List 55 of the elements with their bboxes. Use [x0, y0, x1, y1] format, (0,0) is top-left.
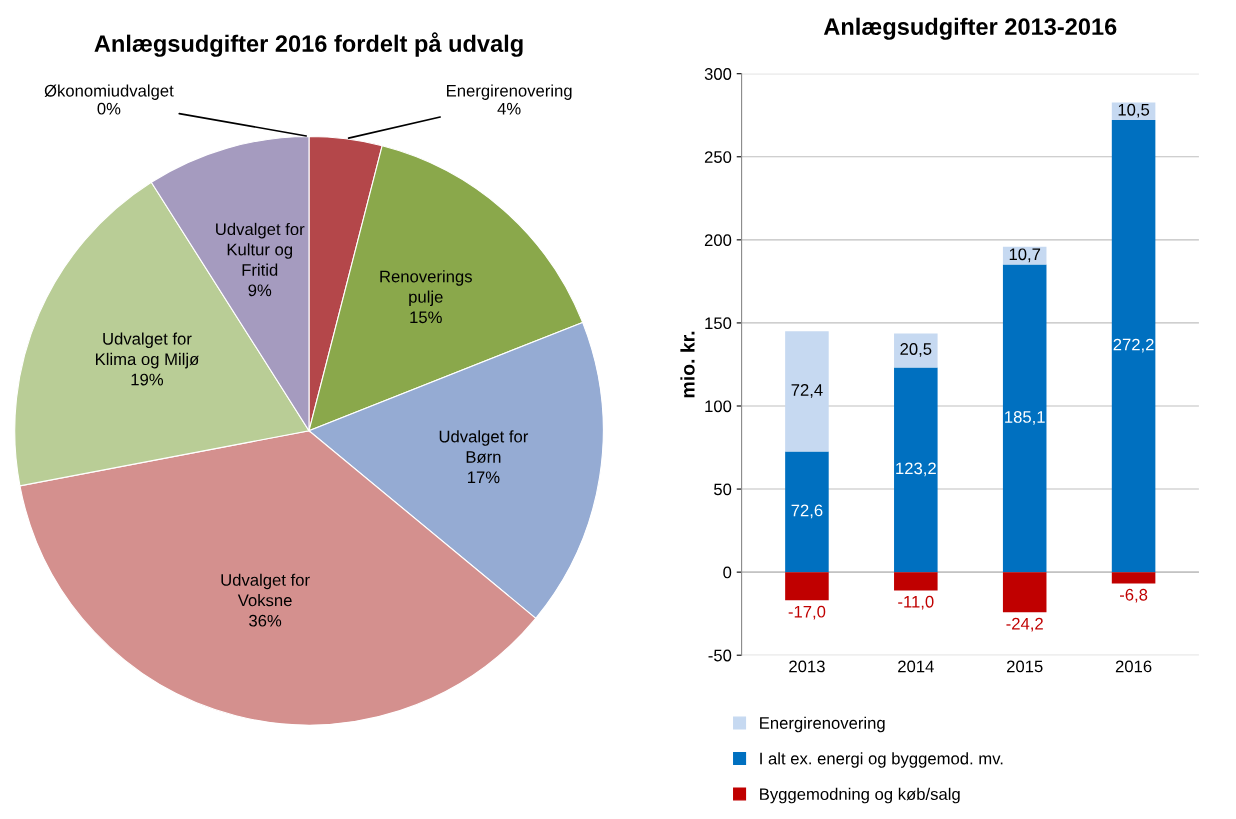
slice-label: Renoverings pulje: [380, 270, 472, 307]
bar: [1002, 572, 1047, 613]
chart-title: Anlægsudgifter 2013-2016: [823, 17, 1117, 40]
bar: [1002, 264, 1047, 573]
data-label: 272,2: [1113, 338, 1154, 353]
slice-label: Energirenovering: [447, 84, 572, 100]
data-label: -24,2: [1006, 617, 1043, 632]
data-label: 15%: [410, 311, 442, 324]
data-label: 4%: [497, 102, 521, 115]
data-label: 20,5: [900, 343, 932, 357]
x-tick-label: 2014: [898, 660, 934, 673]
y-tick-label: 250: [704, 151, 732, 163]
data-label: -6,8: [1119, 588, 1148, 603]
data-label: 123,2: [896, 462, 936, 477]
data-label: 10,7: [1009, 248, 1041, 263]
legend-label: Byggemodning og køb/salg: [760, 787, 960, 804]
chart-title: Anlægsudgifter 2016 fordelt på udvalg: [94, 32, 523, 57]
data-label: 36%: [249, 614, 282, 627]
bar: [785, 572, 829, 601]
data-label: 185,1: [1005, 411, 1045, 425]
y-tick-label: 0: [723, 566, 732, 579]
data-label: 72,6: [791, 504, 823, 519]
text: 0%: [97, 102, 121, 115]
legend-label: Energirenovering: [760, 716, 885, 733]
data-label: 72,4: [791, 384, 823, 398]
bar: [785, 451, 829, 573]
y-axis-title: mio. kr.: [680, 331, 695, 398]
bar: [1111, 119, 1156, 573]
x-tick-label: 2013: [789, 660, 825, 673]
legend-label: I alt ex. energi og byggemod. mv.: [760, 752, 1003, 768]
y-tick-label: 50: [714, 483, 732, 496]
slice-label: Udvalget for Klima og Miljø: [96, 332, 199, 369]
slice-label: Udvalget for Kultur og Fritid: [216, 222, 305, 276]
data-label: 17%: [467, 471, 500, 484]
data-label: -17,0: [788, 605, 826, 620]
bar: [894, 572, 938, 591]
slice-label: Udvalget for Børn: [439, 430, 529, 463]
data-label: 19%: [131, 373, 164, 386]
x-tick-label: 2015: [1007, 660, 1043, 673]
y-tick-label: 200: [704, 234, 732, 247]
bar: [894, 333, 938, 368]
y-tick-label: -50: [708, 649, 732, 662]
slice-label: Udvalget for Voksne: [221, 573, 310, 607]
data-label: -11,0: [898, 595, 934, 610]
y-tick-label: 150: [705, 317, 732, 330]
y-tick-label: 300: [704, 68, 732, 80]
data-label: 9%: [248, 284, 272, 297]
x-tick-label: 2016: [1115, 660, 1152, 673]
bar: [1111, 572, 1156, 584]
bar: [785, 331, 829, 452]
data-label: 10,5: [1118, 103, 1150, 118]
category-label: Økonomiudvalget: [44, 84, 174, 100]
bar: [894, 367, 938, 573]
y-tick-label: 100: [705, 400, 732, 413]
bar: [1002, 246, 1047, 265]
